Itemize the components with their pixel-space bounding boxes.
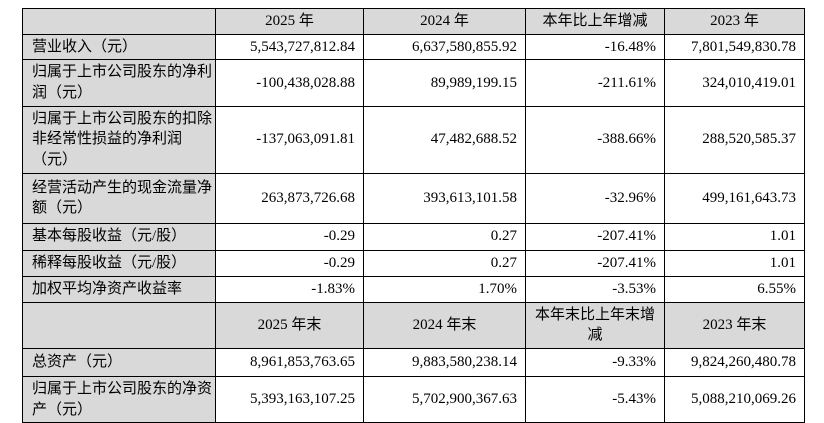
cell-value: -388.66% (525, 105, 665, 174)
column-header-2024: 2024 年 (363, 8, 526, 35)
column-header-2025: 2025 年 (215, 8, 364, 35)
cell-value: 7,801,549,830.78 (664, 33, 805, 61)
cell-value: 6.55% (664, 275, 805, 303)
cell-value: -3.53% (525, 275, 665, 303)
cell-value: 9,824,260,480.78 (664, 347, 805, 377)
cell-value: 89,989,199.15 (363, 59, 526, 107)
cell-value: 8,961,853,763.65 (215, 347, 364, 377)
row-label: 营业收入（元） (22, 33, 216, 61)
cell-value: 5,088,210,069.26 (664, 375, 805, 423)
cell-value: 5,393,163,107.25 (215, 375, 364, 423)
column-header-2024-end: 2024 年末 (363, 301, 526, 349)
row-weighted-avg-roe: 加权平均净资产收益率 -1.83% 1.70% -3.53% 6.55% (22, 275, 805, 303)
row-total-assets: 总资产（元） 8,961,853,763.65 9,883,580,238.14… (22, 347, 805, 377)
financial-summary-table: 2025 年 2024 年 本年比上年增减 2023 年 营业收入（元） 5,5… (22, 8, 805, 423)
cell-value: 9,883,580,238.14 (363, 347, 526, 377)
column-header-2025-end: 2025 年末 (215, 301, 364, 349)
cell-value: 5,702,900,367.63 (363, 375, 526, 423)
cell-value: -32.96% (525, 172, 665, 224)
row-operating-revenue: 营业收入（元） 5,543,727,812.84 6,637,580,855.9… (22, 33, 805, 61)
header-row-annual: 2025 年 2024 年 本年比上年增减 2023 年 (22, 8, 805, 35)
row-label: 稀释每股收益（元/股） (22, 249, 216, 277)
cell-value: -207.41% (525, 249, 665, 277)
cell-value: -9.33% (525, 347, 665, 377)
row-basic-eps: 基本每股收益（元/股） -0.29 0.27 -207.41% 1.01 (22, 222, 805, 251)
row-net-profit-attributable: 归属于上市公司股东的净利润（元） -100,438,028.88 89,989,… (22, 59, 805, 107)
row-label: 经营活动产生的现金流量净额（元） (22, 172, 216, 224)
cell-value: 1.01 (664, 249, 805, 277)
cell-value: -137,063,091.81 (215, 105, 364, 174)
cell-value: 393,613,101.58 (363, 172, 526, 224)
row-label: 基本每股收益（元/股） (22, 222, 216, 251)
row-diluted-eps: 稀释每股收益（元/股） -0.29 0.27 -207.41% 1.01 (22, 249, 805, 277)
cell-value: -16.48% (525, 33, 665, 61)
cell-value: 263,873,726.68 (215, 172, 364, 224)
cell-value: 5,543,727,812.84 (215, 33, 364, 61)
row-label: 归属于上市公司股东的净利润（元） (22, 59, 216, 107)
column-header-year-end-change: 本年末比上年末增减 (525, 301, 665, 349)
cell-value: 6,637,580,855.92 (363, 33, 526, 61)
cell-value: -211.61% (525, 59, 665, 107)
cell-value: 0.27 (363, 249, 526, 277)
row-net-assets-attributable: 归属于上市公司股东的净资产（元） 5,393,163,107.25 5,702,… (22, 375, 805, 423)
cell-value: 47,482,688.52 (363, 105, 526, 174)
column-header-2023-end: 2023 年末 (664, 301, 805, 349)
row-label: 归属于上市公司股东的净资产（元） (22, 375, 216, 423)
cell-value: -207.41% (525, 222, 665, 251)
row-net-profit-excl-nonrecurring: 归属于上市公司股东的扣除非经常性损益的净利润（元） -137,063,091.8… (22, 105, 805, 174)
corner-cell (22, 301, 216, 349)
cell-value: -1.83% (215, 275, 364, 303)
column-header-2023: 2023 年 (664, 8, 805, 35)
row-operating-cash-flow: 经营活动产生的现金流量净额（元） 263,873,726.68 393,613,… (22, 172, 805, 224)
cell-value: -100,438,028.88 (215, 59, 364, 107)
cell-value: 1.01 (664, 222, 805, 251)
cell-value: 499,161,643.73 (664, 172, 805, 224)
header-row-year-end: 2025 年末 2024 年末 本年末比上年末增减 2023 年末 (22, 301, 805, 349)
cell-value: 324,010,419.01 (664, 59, 805, 107)
financial-summary-table-container: 2025 年 2024 年 本年比上年增减 2023 年 营业收入（元） 5,5… (22, 8, 805, 423)
cell-value: -0.29 (215, 222, 364, 251)
row-label: 总资产（元） (22, 347, 216, 377)
column-header-yoy-change: 本年比上年增减 (525, 8, 665, 35)
corner-cell (22, 8, 216, 35)
row-label: 加权平均净资产收益率 (22, 275, 216, 303)
cell-value: 288,520,585.37 (664, 105, 805, 174)
cell-value: -5.43% (525, 375, 665, 423)
row-label: 归属于上市公司股东的扣除非经常性损益的净利润（元） (22, 105, 216, 174)
cell-value: -0.29 (215, 249, 364, 277)
cell-value: 0.27 (363, 222, 526, 251)
cell-value: 1.70% (363, 275, 526, 303)
